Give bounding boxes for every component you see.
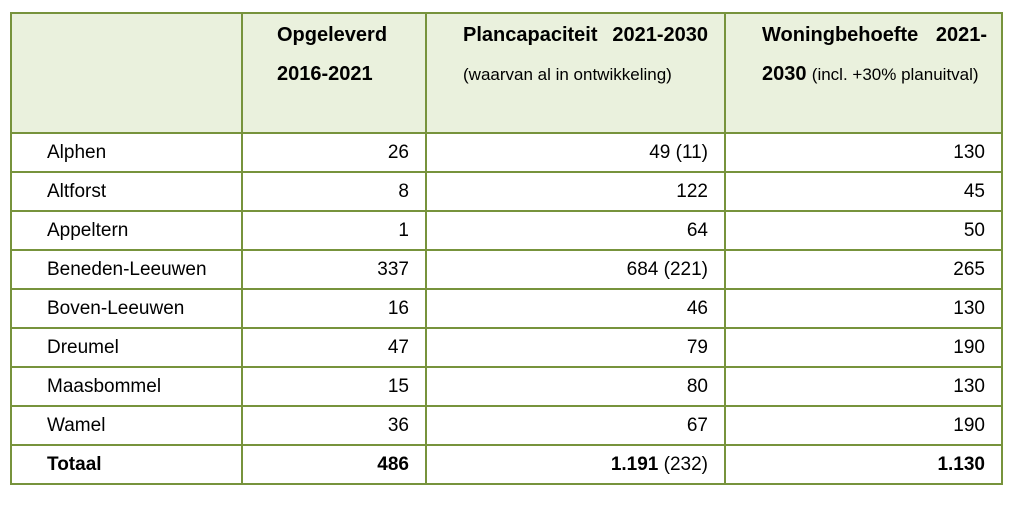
header-cell [10, 12, 243, 134]
data-row: Dreumel 47 79 190 [10, 327, 1003, 368]
housing-table: Opgeleverd 2016-2021 Plancapaciteit 2021… [10, 12, 1003, 485]
cell: 46 [425, 288, 726, 329]
cell: 36 [241, 405, 427, 446]
data-row: Altforst 8 122 45 [10, 171, 1003, 212]
cell: 130 [724, 366, 1003, 407]
cell: 265 [724, 249, 1003, 290]
row-label: Alphen [10, 132, 243, 173]
cell: 16 [241, 288, 427, 329]
header-cell: Woningbehoefte 2021-2030 (incl. +30% pla… [724, 12, 1003, 134]
data-row: Beneden-Leeuwen 337 684 (221) 265 [10, 249, 1003, 290]
cell: 190 [724, 405, 1003, 446]
data-row: Boven-Leeuwen 16 46 130 [10, 288, 1003, 329]
cell: 1 [241, 210, 427, 251]
row-label: Altforst [10, 171, 243, 212]
cell: 15 [241, 366, 427, 407]
row-label: Maasbommel [10, 366, 243, 407]
total-cell: 1.130 [724, 444, 1003, 485]
total-cell: 486 [241, 444, 427, 485]
cell: 64 [425, 210, 726, 251]
cell: 130 [724, 288, 1003, 329]
cell: 50 [724, 210, 1003, 251]
cell: 122 [425, 171, 726, 212]
header-row: Opgeleverd 2016-2021 Plancapaciteit 2021… [10, 12, 1003, 134]
header-cell: Opgeleverd 2016-2021 [241, 12, 427, 134]
row-label: Boven-Leeuwen [10, 288, 243, 329]
cell: 80 [425, 366, 726, 407]
cell: 79 [425, 327, 726, 368]
cell: 47 [241, 327, 427, 368]
data-row: Maasbommel 15 80 130 [10, 366, 1003, 407]
header-title: Opgeleverd 2016-2021 [277, 24, 388, 85]
cell: 26 [241, 132, 427, 173]
total-value: 1.191 [610, 453, 659, 475]
total-note: (232) [663, 453, 708, 475]
row-label: Appeltern [10, 210, 243, 251]
row-label: Beneden-Leeuwen [10, 249, 243, 290]
header-note: (waarvan al in ontwikkeling) [463, 65, 672, 84]
total-row: Totaal 486 1.191 (232) 1.130 [10, 444, 1003, 485]
data-row: Alphen 26 49 (11) 130 [10, 132, 1003, 173]
cell: 337 [241, 249, 427, 290]
header-title: Woningbehoefte 2021-2030 [762, 24, 987, 85]
data-row: Appeltern 1 64 50 [10, 210, 1003, 251]
header-title: Plancapaciteit 2021-2030 [463, 24, 708, 46]
cell: 190 [724, 327, 1003, 368]
header-cell: Plancapaciteit 2021-2030 (waarvan al in … [425, 12, 726, 134]
cell: 684 (221) [425, 249, 726, 290]
total-cell: 1.191 (232) [425, 444, 726, 485]
row-label: Dreumel [10, 327, 243, 368]
cell: 8 [241, 171, 427, 212]
header-note: (incl. +30% planuitval) [811, 65, 979, 84]
cell: 45 [724, 171, 1003, 212]
row-label: Wamel [10, 405, 243, 446]
cell: 49 (11) [425, 132, 726, 173]
total-label: Totaal [10, 444, 243, 485]
cell: 67 [425, 405, 726, 446]
table-body: Alphen 26 49 (11) 130 Altforst 8 122 45 Appelter… [10, 132, 1003, 446]
cell: 130 [724, 132, 1003, 173]
data-row: Wamel 36 67 190 [10, 405, 1003, 446]
